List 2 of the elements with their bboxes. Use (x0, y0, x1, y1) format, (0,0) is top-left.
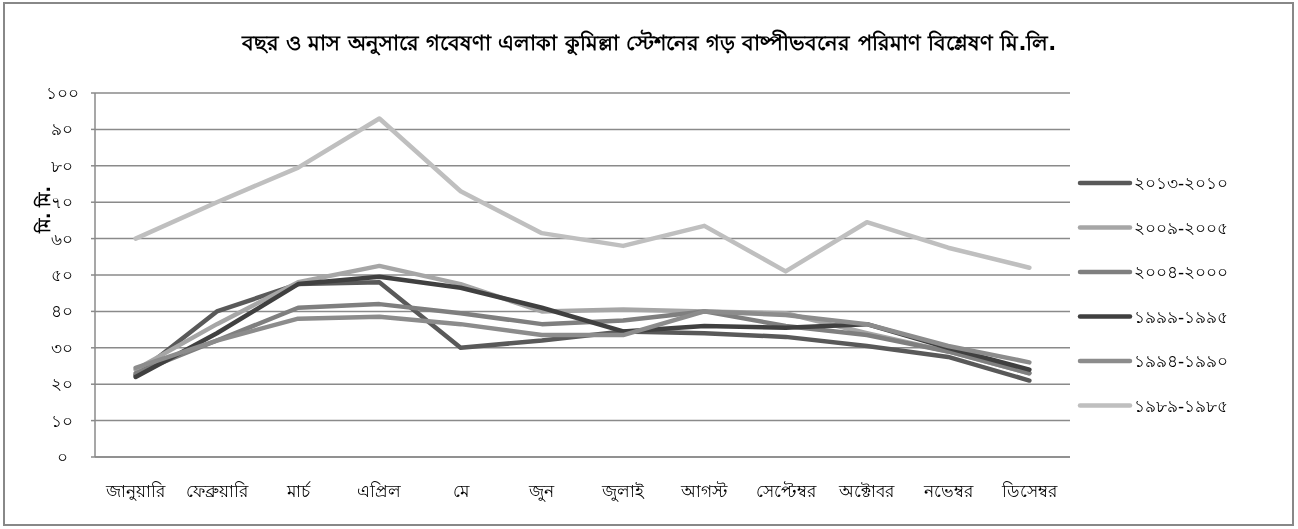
title: বছর ও মাস অনুসারে গবেষণা এলাকা কুমিল্লা স্টেশনের গড় বাষ্পীভবনের পরিমাণ বিশ্লেষণ মি.লি. (241, 31, 1057, 55)
ylabel: মি. মি. (34, 186, 54, 233)
